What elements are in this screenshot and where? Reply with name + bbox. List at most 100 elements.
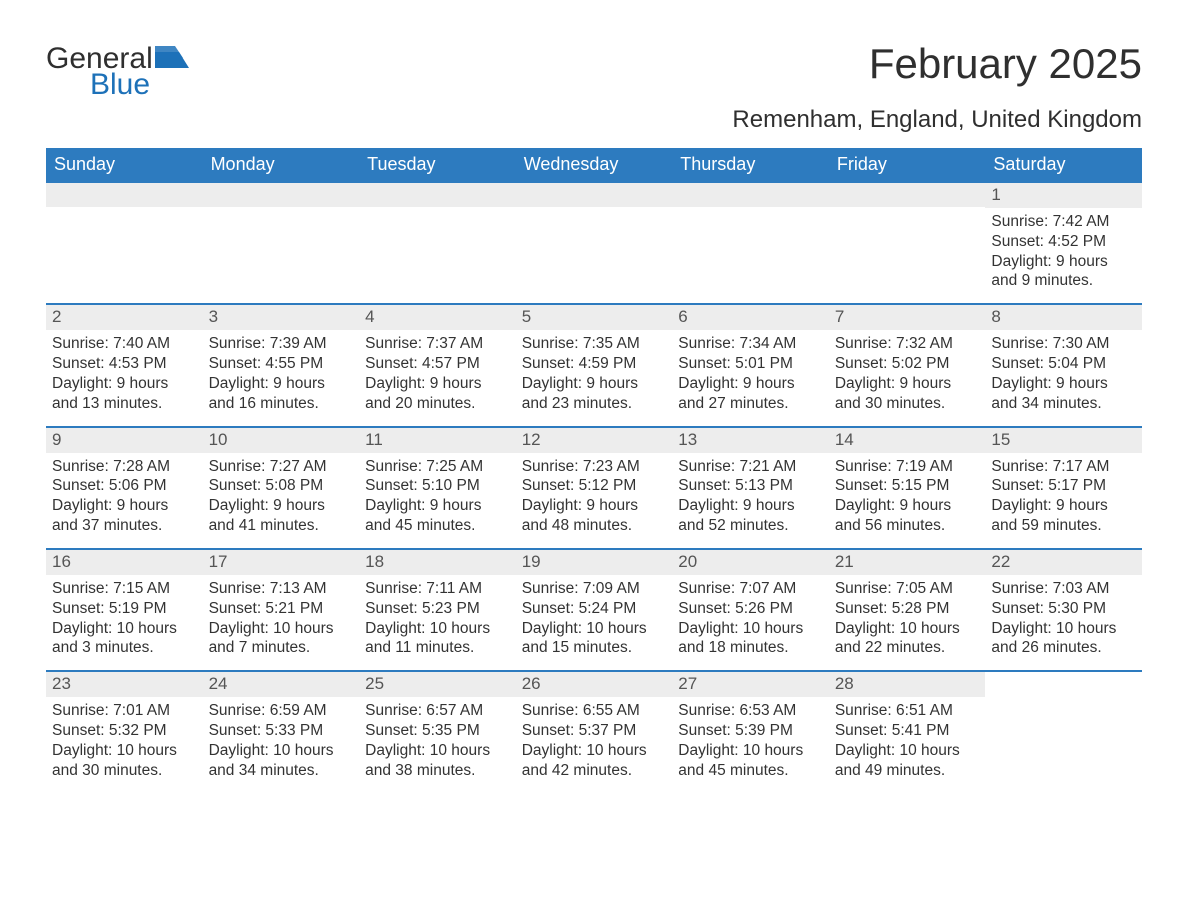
- daylight-text: Daylight: 10 hours and 30 minutes.: [52, 741, 197, 781]
- day-number: 6: [672, 305, 829, 330]
- day-details: Sunrise: 7:23 AMSunset: 5:12 PMDaylight:…: [516, 453, 673, 548]
- day-details: Sunrise: 7:17 AMSunset: 5:17 PMDaylight:…: [985, 453, 1142, 548]
- day-number: 20: [672, 550, 829, 575]
- day-details: Sunrise: 7:25 AMSunset: 5:10 PMDaylight:…: [359, 453, 516, 548]
- day-details: Sunrise: 7:05 AMSunset: 5:28 PMDaylight:…: [829, 575, 986, 670]
- day-number: 2: [46, 305, 203, 330]
- sunset-text: Sunset: 5:06 PM: [52, 476, 197, 496]
- day-number: 15: [985, 428, 1142, 453]
- day-number: 18: [359, 550, 516, 575]
- day-number: 1: [985, 183, 1142, 208]
- day-details: Sunrise: 7:07 AMSunset: 5:26 PMDaylight:…: [672, 575, 829, 670]
- weekday-wednesday: Wednesday: [516, 148, 673, 183]
- sunset-text: Sunset: 5:04 PM: [991, 354, 1136, 374]
- calendar-day-cell: [829, 183, 986, 303]
- weekday-saturday: Saturday: [985, 148, 1142, 183]
- sunrise-text: Sunrise: 7:09 AM: [522, 579, 667, 599]
- daylight-text: Daylight: 9 hours and 13 minutes.: [52, 374, 197, 414]
- day-details: Sunrise: 7:19 AMSunset: 5:15 PMDaylight:…: [829, 453, 986, 548]
- sunset-text: Sunset: 4:53 PM: [52, 354, 197, 374]
- day-number: 10: [203, 428, 360, 453]
- daylight-text: Daylight: 9 hours and 34 minutes.: [991, 374, 1136, 414]
- weekday-header-row: SundayMondayTuesdayWednesdayThursdayFrid…: [46, 148, 1142, 183]
- calendar-day-cell: 12Sunrise: 7:23 AMSunset: 5:12 PMDayligh…: [516, 428, 673, 548]
- day-number: 16: [46, 550, 203, 575]
- daylight-text: Daylight: 10 hours and 49 minutes.: [835, 741, 980, 781]
- day-details: Sunrise: 7:03 AMSunset: 5:30 PMDaylight:…: [985, 575, 1142, 670]
- weekday-monday: Monday: [203, 148, 360, 183]
- day-number: 13: [672, 428, 829, 453]
- daylight-text: Daylight: 9 hours and 27 minutes.: [678, 374, 823, 414]
- calendar: SundayMondayTuesdayWednesdayThursdayFrid…: [46, 148, 1142, 793]
- daylight-text: Daylight: 9 hours and 30 minutes.: [835, 374, 980, 414]
- empty-daynum: [203, 183, 360, 207]
- empty-daynum: [672, 183, 829, 207]
- calendar-week: 2Sunrise: 7:40 AMSunset: 4:53 PMDaylight…: [46, 303, 1142, 425]
- calendar-week: 16Sunrise: 7:15 AMSunset: 5:19 PMDayligh…: [46, 548, 1142, 670]
- calendar-day-cell: 5Sunrise: 7:35 AMSunset: 4:59 PMDaylight…: [516, 305, 673, 425]
- month-title: February 2025: [732, 40, 1142, 88]
- sunrise-text: Sunrise: 7:13 AM: [209, 579, 354, 599]
- calendar-day-cell: 16Sunrise: 7:15 AMSunset: 5:19 PMDayligh…: [46, 550, 203, 670]
- day-details: Sunrise: 6:53 AMSunset: 5:39 PMDaylight:…: [672, 697, 829, 792]
- day-number: 26: [516, 672, 673, 697]
- daylight-text: Daylight: 10 hours and 18 minutes.: [678, 619, 823, 659]
- daylight-text: Daylight: 9 hours and 41 minutes.: [209, 496, 354, 536]
- sunrise-text: Sunrise: 7:37 AM: [365, 334, 510, 354]
- daylight-text: Daylight: 10 hours and 34 minutes.: [209, 741, 354, 781]
- calendar-day-cell: 27Sunrise: 6:53 AMSunset: 5:39 PMDayligh…: [672, 672, 829, 792]
- day-details: Sunrise: 7:30 AMSunset: 5:04 PMDaylight:…: [985, 330, 1142, 425]
- sunrise-text: Sunrise: 7:15 AM: [52, 579, 197, 599]
- daylight-text: Daylight: 10 hours and 22 minutes.: [835, 619, 980, 659]
- day-number: 17: [203, 550, 360, 575]
- sunset-text: Sunset: 5:37 PM: [522, 721, 667, 741]
- daylight-text: Daylight: 9 hours and 23 minutes.: [522, 374, 667, 414]
- day-details: Sunrise: 6:59 AMSunset: 5:33 PMDaylight:…: [203, 697, 360, 792]
- sunset-text: Sunset: 5:01 PM: [678, 354, 823, 374]
- sunrise-text: Sunrise: 7:34 AM: [678, 334, 823, 354]
- calendar-day-cell: [46, 183, 203, 303]
- sunrise-text: Sunrise: 6:51 AM: [835, 701, 980, 721]
- calendar-day-cell: 7Sunrise: 7:32 AMSunset: 5:02 PMDaylight…: [829, 305, 986, 425]
- calendar-day-cell: 9Sunrise: 7:28 AMSunset: 5:06 PMDaylight…: [46, 428, 203, 548]
- day-number: 14: [829, 428, 986, 453]
- calendar-day-cell: 6 Sunrise: 7:34 AMSunset: 5:01 PMDaylight…: [672, 305, 829, 425]
- calendar-day-cell: 25Sunrise: 6:57 AMSunset: 5:35 PMDayligh…: [359, 672, 516, 792]
- sunset-text: Sunset: 5:19 PM: [52, 599, 197, 619]
- empty-daynum: [516, 183, 673, 207]
- sunrise-text: Sunrise: 7:30 AM: [991, 334, 1136, 354]
- daylight-text: Daylight: 9 hours and 20 minutes.: [365, 374, 510, 414]
- calendar-day-cell: 1Sunrise: 7:42 AMSunset: 4:52 PMDaylight…: [985, 183, 1142, 303]
- calendar-week: 1Sunrise: 7:42 AMSunset: 4:52 PMDaylight…: [46, 183, 1142, 303]
- sunrise-text: Sunrise: 7:39 AM: [209, 334, 354, 354]
- calendar-day-cell: [203, 183, 360, 303]
- sunset-text: Sunset: 5:35 PM: [365, 721, 510, 741]
- day-details: Sunrise: 6:57 AMSunset: 5:35 PMDaylight:…: [359, 697, 516, 792]
- calendar-day-cell: 3Sunrise: 7:39 AMSunset: 4:55 PMDaylight…: [203, 305, 360, 425]
- sunrise-text: Sunrise: 6:59 AM: [209, 701, 354, 721]
- day-number: 8: [985, 305, 1142, 330]
- calendar-week: 9Sunrise: 7:28 AMSunset: 5:06 PMDaylight…: [46, 426, 1142, 548]
- calendar-day-cell: 15Sunrise: 7:17 AMSunset: 5:17 PMDayligh…: [985, 428, 1142, 548]
- sunset-text: Sunset: 5:24 PM: [522, 599, 667, 619]
- weekday-friday: Friday: [829, 148, 986, 183]
- sunrise-text: Sunrise: 6:55 AM: [522, 701, 667, 721]
- calendar-day-cell: 21Sunrise: 7:05 AMSunset: 5:28 PMDayligh…: [829, 550, 986, 670]
- calendar-day-cell: [359, 183, 516, 303]
- day-details: Sunrise: 7:15 AMSunset: 5:19 PMDaylight:…: [46, 575, 203, 670]
- day-number: 23: [46, 672, 203, 697]
- calendar-day-cell: 20Sunrise: 7:07 AMSunset: 5:26 PMDayligh…: [672, 550, 829, 670]
- weekday-thursday: Thursday: [672, 148, 829, 183]
- title-block: February 2025 Remenham, England, United …: [732, 40, 1142, 134]
- calendar-day-cell: 22Sunrise: 7:03 AMSunset: 5:30 PMDayligh…: [985, 550, 1142, 670]
- daylight-text: Daylight: 10 hours and 45 minutes.: [678, 741, 823, 781]
- header: General Blue February 2025 Remenham, Eng…: [46, 40, 1142, 134]
- sunrise-text: Sunrise: 7:42 AM: [991, 212, 1136, 232]
- day-details: Sunrise: 7:27 AMSunset: 5:08 PMDaylight:…: [203, 453, 360, 548]
- sunrise-text: Sunrise: 7:32 AM: [835, 334, 980, 354]
- day-details: Sunrise: 7:21 AMSunset: 5:13 PMDaylight:…: [672, 453, 829, 548]
- day-details: Sunrise: 7:37 AMSunset: 4:57 PMDaylight:…: [359, 330, 516, 425]
- sunset-text: Sunset: 4:55 PM: [209, 354, 354, 374]
- day-number: 4: [359, 305, 516, 330]
- calendar-day-cell: [985, 672, 1142, 792]
